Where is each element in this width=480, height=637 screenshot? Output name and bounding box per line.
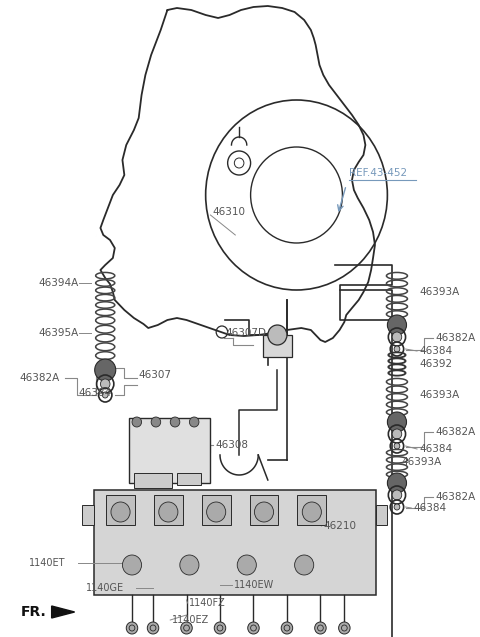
Bar <box>154 495 183 525</box>
Circle shape <box>102 392 108 398</box>
Bar <box>298 495 326 525</box>
Circle shape <box>254 502 274 522</box>
Text: 46310: 46310 <box>212 207 245 217</box>
Text: 46210: 46210 <box>324 521 356 531</box>
Circle shape <box>387 412 407 432</box>
Bar <box>250 495 278 525</box>
Circle shape <box>248 622 259 634</box>
Text: 46382A: 46382A <box>435 333 476 343</box>
Text: REF.43-452: REF.43-452 <box>349 168 407 178</box>
Text: 46382A: 46382A <box>19 373 60 383</box>
Text: 46384: 46384 <box>419 444 452 454</box>
Text: 46382A: 46382A <box>435 427 476 437</box>
Text: 1140EW: 1140EW <box>234 580 275 590</box>
Circle shape <box>214 622 226 634</box>
Text: 46382A: 46382A <box>435 492 476 502</box>
Text: 46393A: 46393A <box>419 390 459 400</box>
Circle shape <box>159 502 178 522</box>
Circle shape <box>111 502 130 522</box>
Bar <box>94 490 376 595</box>
Text: 46308: 46308 <box>215 440 248 450</box>
Circle shape <box>281 622 293 634</box>
Circle shape <box>394 346 400 352</box>
Circle shape <box>151 417 161 427</box>
Circle shape <box>268 325 287 345</box>
Text: 46395A: 46395A <box>38 328 79 338</box>
Circle shape <box>392 429 402 439</box>
Circle shape <box>95 359 116 381</box>
Text: 46307: 46307 <box>139 370 172 380</box>
Text: 46392: 46392 <box>419 359 452 369</box>
Circle shape <box>147 622 159 634</box>
Circle shape <box>237 555 256 575</box>
Circle shape <box>170 417 180 427</box>
Circle shape <box>392 490 402 500</box>
Bar <box>106 495 135 525</box>
Polygon shape <box>52 606 74 618</box>
Circle shape <box>387 473 407 493</box>
Circle shape <box>387 315 407 335</box>
Text: 46384: 46384 <box>413 503 446 513</box>
Bar <box>129 418 210 483</box>
Circle shape <box>181 622 192 634</box>
Circle shape <box>338 622 350 634</box>
Circle shape <box>122 555 142 575</box>
Text: 46394A: 46394A <box>38 278 79 288</box>
Circle shape <box>190 417 199 427</box>
Text: 1140EZ: 1140EZ <box>172 615 209 625</box>
Circle shape <box>295 555 314 575</box>
Text: 46393A: 46393A <box>419 287 459 297</box>
Bar <box>376 505 387 525</box>
Text: 46384: 46384 <box>78 388 111 398</box>
Text: 46384: 46384 <box>419 346 452 356</box>
Bar <box>134 473 172 488</box>
Text: 1140FZ: 1140FZ <box>190 598 226 608</box>
Bar <box>202 495 230 525</box>
Text: 46393A: 46393A <box>402 457 442 467</box>
Circle shape <box>394 504 400 510</box>
Circle shape <box>126 622 138 634</box>
Text: FR.: FR. <box>21 605 47 619</box>
Circle shape <box>302 502 322 522</box>
Circle shape <box>132 417 142 427</box>
Text: 1140GE: 1140GE <box>86 583 124 593</box>
Text: 1140ET: 1140ET <box>29 558 65 568</box>
Circle shape <box>394 443 400 449</box>
Circle shape <box>206 502 226 522</box>
Circle shape <box>315 622 326 634</box>
Circle shape <box>392 332 402 342</box>
Circle shape <box>180 555 199 575</box>
Circle shape <box>100 379 110 389</box>
Bar <box>263 335 292 357</box>
Bar <box>82 505 94 525</box>
Text: 46307D: 46307D <box>226 328 267 338</box>
Bar <box>177 473 201 485</box>
